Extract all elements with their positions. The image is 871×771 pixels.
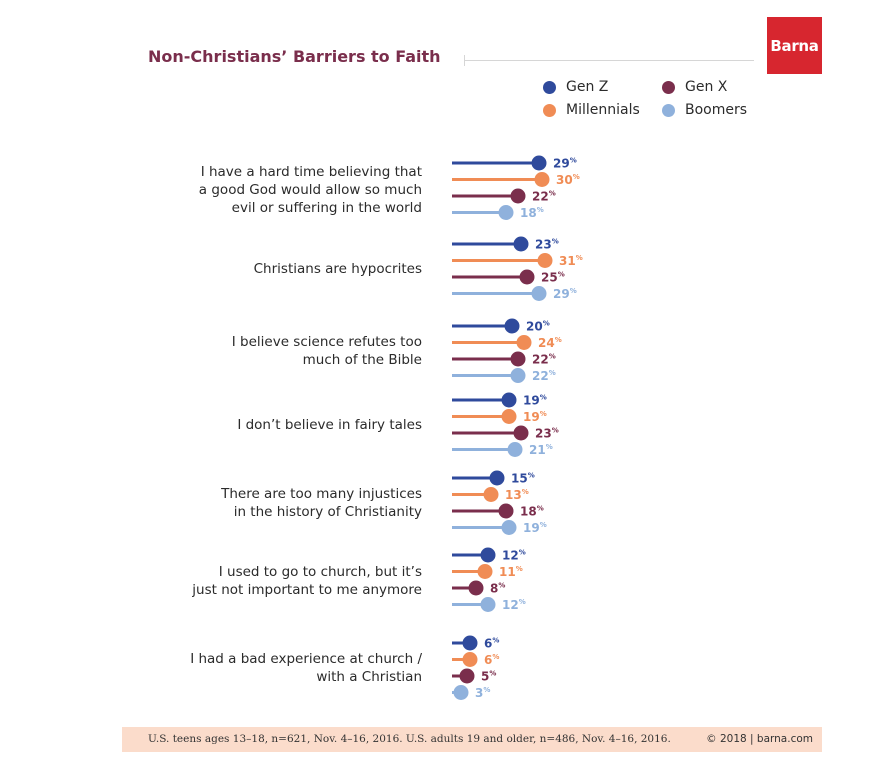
category-label-hypocrites: Christians are hypocrites [253, 261, 422, 277]
barna-logo: Barna [767, 17, 822, 74]
title-divider [464, 60, 754, 61]
value-label-boomers-4: 21% [529, 443, 553, 457]
point-millennials-7 [462, 652, 478, 667]
value-label-boomers-7: 3% [475, 686, 490, 700]
point-gen-z-6 [480, 547, 496, 563]
value-label-boomers-1: 18% [520, 206, 544, 220]
point-boomers-5 [501, 520, 517, 535]
value-label-millennials-7: 6% [484, 653, 499, 667]
legend-dot-gen-z [543, 80, 556, 94]
value-label-gen-z-7: 6% [484, 637, 499, 651]
point-gen-x-2 [519, 269, 535, 285]
value-label-gen-x-1: 22% [532, 190, 556, 204]
category-label-bad-experience: I had a bad experience at church / with … [190, 651, 422, 685]
source-note: U.S. teens ages 13–18, n=621, Nov. 4–16,… [148, 733, 671, 745]
point-gen-z-3 [504, 318, 520, 334]
legend-dot-gen-x [662, 80, 675, 94]
legend-label-boomers: Boomers [685, 102, 748, 118]
point-boomers-7 [453, 685, 469, 700]
legend-label-gen-x: Gen X [685, 79, 728, 95]
legend-dot-millennials [543, 103, 556, 117]
legend-item-gen-x: Gen X [662, 79, 727, 95]
point-gen-z-7 [462, 635, 478, 651]
point-millennials-4 [501, 409, 517, 424]
legend-item-boomers: Boomers [662, 102, 747, 118]
value-label-millennials-1: 30% [556, 173, 580, 187]
point-gen-x-4 [513, 425, 529, 441]
point-gen-x-6 [468, 580, 484, 596]
legend-dot-boomers [662, 103, 675, 117]
category-label-injustices: There are too many injustices in the his… [221, 486, 422, 520]
legend-item-millennials: Millennials [543, 102, 640, 118]
point-gen-x-7 [459, 668, 475, 684]
value-label-millennials-4: 19% [523, 410, 547, 424]
legend-item-gen-z: Gen Z [543, 79, 608, 95]
value-label-millennials-6: 11% [499, 565, 523, 579]
copyright-text: © 2018 | barna.com [706, 733, 813, 745]
value-label-gen-x-2: 25% [541, 271, 565, 285]
value-label-gen-x-5: 18% [520, 505, 544, 519]
source-footer: U.S. teens ages 13–18, n=621, Nov. 4–16,… [122, 727, 822, 752]
value-label-millennials-5: 13% [505, 488, 529, 502]
value-label-boomers-6: 12% [502, 598, 526, 612]
value-label-gen-x-4: 23% [535, 427, 559, 441]
value-label-gen-z-5: 15% [511, 472, 535, 486]
point-boomers-3 [510, 368, 526, 383]
title-divider-tick [464, 55, 465, 66]
point-boomers-4 [507, 442, 523, 457]
point-millennials-6 [477, 564, 493, 579]
point-millennials-5 [483, 487, 499, 502]
point-gen-x-5 [498, 503, 514, 519]
point-boomers-2 [531, 286, 547, 301]
value-label-gen-x-7: 5% [481, 670, 496, 684]
value-label-gen-x-6: 8% [490, 582, 505, 596]
point-gen-z-5 [489, 470, 505, 486]
legend-label-gen-z: Gen Z [566, 79, 609, 95]
point-gen-z-1 [531, 155, 547, 171]
category-label-evil-suffering: I have a hard time believing that a good… [198, 164, 422, 216]
point-boomers-1 [498, 205, 514, 220]
point-millennials-2 [537, 253, 553, 268]
value-label-gen-z-1: 29% [553, 157, 577, 171]
point-millennials-3 [516, 335, 532, 350]
point-gen-z-2 [513, 236, 529, 252]
value-label-boomers-3: 22% [532, 369, 556, 383]
point-gen-x-3 [510, 351, 526, 367]
category-label-church-unimportant: I used to go to church, but it’s just no… [192, 564, 422, 598]
category-label-fairy-tales: I don’t believe in fairy tales [237, 417, 422, 433]
point-boomers-6 [480, 597, 496, 612]
point-gen-x-1 [510, 188, 526, 204]
legend-label-millennials: Millennials [566, 102, 640, 118]
value-label-gen-z-3: 20% [526, 320, 550, 334]
point-millennials-1 [534, 172, 550, 187]
value-label-gen-z-6: 12% [502, 549, 526, 563]
chart-title: Non-Christians’ Barriers to Faith [148, 47, 441, 66]
value-label-millennials-3: 24% [538, 336, 562, 350]
point-gen-z-4 [501, 392, 517, 408]
value-label-boomers-5: 19% [523, 521, 547, 535]
value-label-boomers-2: 29% [553, 287, 577, 301]
value-label-gen-x-3: 22% [532, 353, 556, 367]
value-label-millennials-2: 31% [559, 254, 583, 268]
value-label-gen-z-4: 19% [523, 394, 547, 408]
value-label-gen-z-2: 23% [535, 238, 559, 252]
category-label-science: I believe science refutes too much of th… [231, 334, 422, 368]
